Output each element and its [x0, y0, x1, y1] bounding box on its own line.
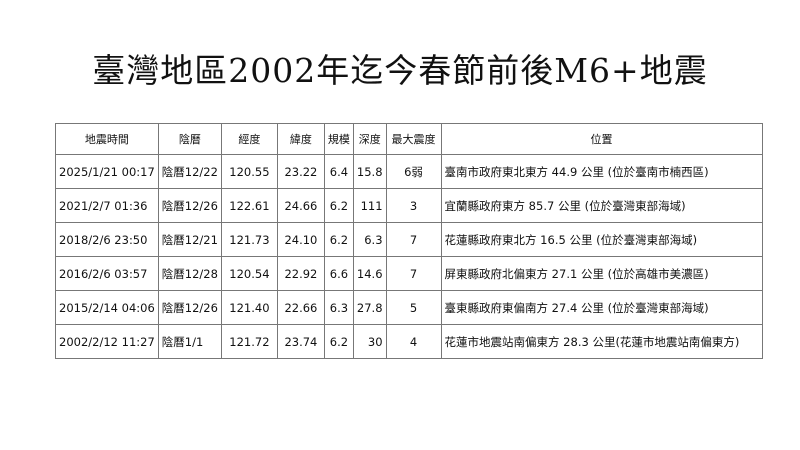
cell-lunar: 陰曆12/26: [157, 188, 222, 223]
cell-time: 2018/2/6 23:50: [55, 222, 159, 257]
table-row: 2015/2/14 04:06 陰曆12/26 121.40 22.66 6.3 27.8…: [55, 290, 763, 325]
cell-longitude: 121.40: [220, 290, 278, 325]
cell-latitude: 23.74: [276, 324, 325, 359]
cell-time: 2002/2/12 11:27: [55, 324, 159, 359]
cell-time: 2015/2/14 04:06: [55, 290, 159, 325]
cell-time: 2025/1/21 00:17: [55, 154, 159, 189]
cell-location: 花蓮市地震站南偏東方 28.3 公里(花蓮市地震站南偏東方): [440, 324, 763, 359]
cell-lunar: 陰曆12/28: [157, 256, 222, 291]
cell-latitude: 24.66: [276, 188, 325, 223]
header-depth: 深度: [352, 123, 387, 155]
header-magnitude: 規模: [323, 123, 354, 155]
cell-lunar: 陰曆12/22: [157, 154, 222, 189]
cell-max-intensity: 6弱: [385, 154, 442, 189]
cell-depth: 111: [352, 188, 387, 223]
cell-longitude: 121.73: [220, 222, 278, 257]
cell-max-intensity: 3: [385, 188, 442, 223]
cell-magnitude: 6.2: [323, 222, 354, 257]
cell-time: 2016/2/6 03:57: [55, 256, 159, 291]
header-longitude: 經度: [220, 123, 278, 155]
header-lunar: 陰曆: [157, 123, 222, 155]
cell-longitude: 120.55: [220, 154, 278, 189]
cell-magnitude: 6.6: [323, 256, 354, 291]
cell-magnitude: 6.2: [323, 188, 354, 223]
cell-lunar: 陰曆12/21: [157, 222, 222, 257]
table-row: 2016/2/6 03:57 陰曆12/28 120.54 22.92 6.6 14.6 7…: [55, 256, 763, 291]
cell-location: 宜蘭縣政府東方 85.7 公里 (位於臺灣東部海域): [440, 188, 763, 223]
cell-latitude: 23.22: [276, 154, 325, 189]
cell-max-intensity: 7: [385, 222, 442, 257]
cell-latitude: 22.66: [276, 290, 325, 325]
table-row: 2018/2/6 23:50 陰曆12/21 121.73 24.10 6.2 6.3 7 花…: [55, 222, 763, 257]
cell-location: 屏東縣政府北偏東方 27.1 公里 (位於高雄市美濃區): [440, 256, 763, 291]
table-row: 2021/2/7 01:36 陰曆12/26 122.61 24.66 6.2 111 3 宜…: [55, 188, 763, 223]
cell-longitude: 121.72: [220, 324, 278, 359]
cell-max-intensity: 4: [385, 324, 442, 359]
cell-lunar: 陰曆12/26: [157, 290, 222, 325]
cell-location: 臺東縣政府東偏南方 27.4 公里 (位於臺灣東部海域): [440, 290, 763, 325]
cell-max-intensity: 5: [385, 290, 442, 325]
cell-location: 臺南市政府東北東方 44.9 公里 (位於臺南市楠西區): [440, 154, 763, 189]
cell-magnitude: 6.3: [323, 290, 354, 325]
cell-time: 2021/2/7 01:36: [55, 188, 159, 223]
earthquake-table: 地震時間 陰曆 經度 緯度 規模 深度 最大震度 位置 2025/1/21 00…: [55, 123, 763, 359]
header-time: 地震時間: [55, 123, 159, 155]
cell-location: 花蓮縣政府東北方 16.5 公里 (位於臺灣東部海域): [440, 222, 763, 257]
cell-depth: 14.6: [352, 256, 387, 291]
header-max-intensity: 最大震度: [385, 123, 442, 155]
cell-longitude: 122.61: [220, 188, 278, 223]
cell-max-intensity: 7: [385, 256, 442, 291]
cell-magnitude: 6.2: [323, 324, 354, 359]
page-title: 臺灣地區2002年迄今春節前後M6+地震: [92, 51, 708, 90]
cell-longitude: 120.54: [220, 256, 278, 291]
header-latitude: 緯度: [276, 123, 325, 155]
cell-latitude: 22.92: [276, 256, 325, 291]
cell-lunar: 陰曆1/1: [157, 324, 222, 359]
header-location: 位置: [440, 123, 763, 155]
cell-magnitude: 6.4: [323, 154, 354, 189]
cell-depth: 30: [352, 324, 387, 359]
cell-depth: 6.3: [352, 222, 387, 257]
cell-depth: 27.8: [352, 290, 387, 325]
cell-latitude: 24.10: [276, 222, 325, 257]
table-row: 2025/1/21 00:17 陰曆12/22 120.55 23.22 6.4 15.8…: [55, 154, 763, 189]
table-header-row: 地震時間 陰曆 經度 緯度 規模 深度 最大震度 位置: [55, 123, 763, 155]
cell-depth: 15.8: [352, 154, 387, 189]
table-row: 2002/2/12 11:27 陰曆1/1 121.72 23.74 6.2 30 4 花蓮市…: [55, 324, 763, 359]
